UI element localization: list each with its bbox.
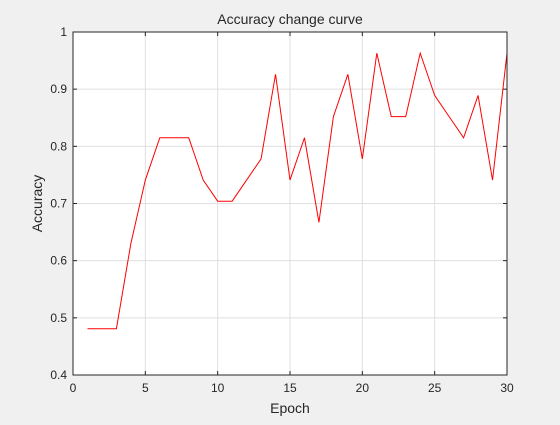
x-tick-label: 5: [142, 381, 149, 395]
series-layer: [87, 51, 508, 330]
x-tick-label: 10: [211, 381, 225, 395]
x-tick-label: 25: [428, 381, 442, 395]
y-tick-label: 0.5: [50, 311, 67, 325]
series-line: [87, 51, 508, 330]
y-tick-label: 1: [60, 25, 67, 39]
y-tick-label: 0.9: [50, 82, 67, 96]
x-tick-label: 30: [500, 381, 514, 395]
y-tick-label: 0.4: [50, 368, 67, 382]
x-axis-title: Epoch: [270, 400, 310, 416]
y-axis-title: Accuracy: [29, 175, 45, 233]
tick-layer: 0 5 10 15 20 25 30 0.4 0.5 0.6 0.7 0.8 0.9 1: [50, 25, 514, 395]
x-tick-label: 20: [356, 381, 370, 395]
x-tick-label: 0: [70, 381, 77, 395]
y-tick-label: 0.7: [50, 197, 67, 211]
y-tick-label: 0.8: [50, 139, 67, 153]
x-tick-label: 15: [283, 381, 297, 395]
chart-title: Accuracy change curve: [217, 11, 363, 27]
y-tick-label: 0.6: [50, 254, 67, 268]
